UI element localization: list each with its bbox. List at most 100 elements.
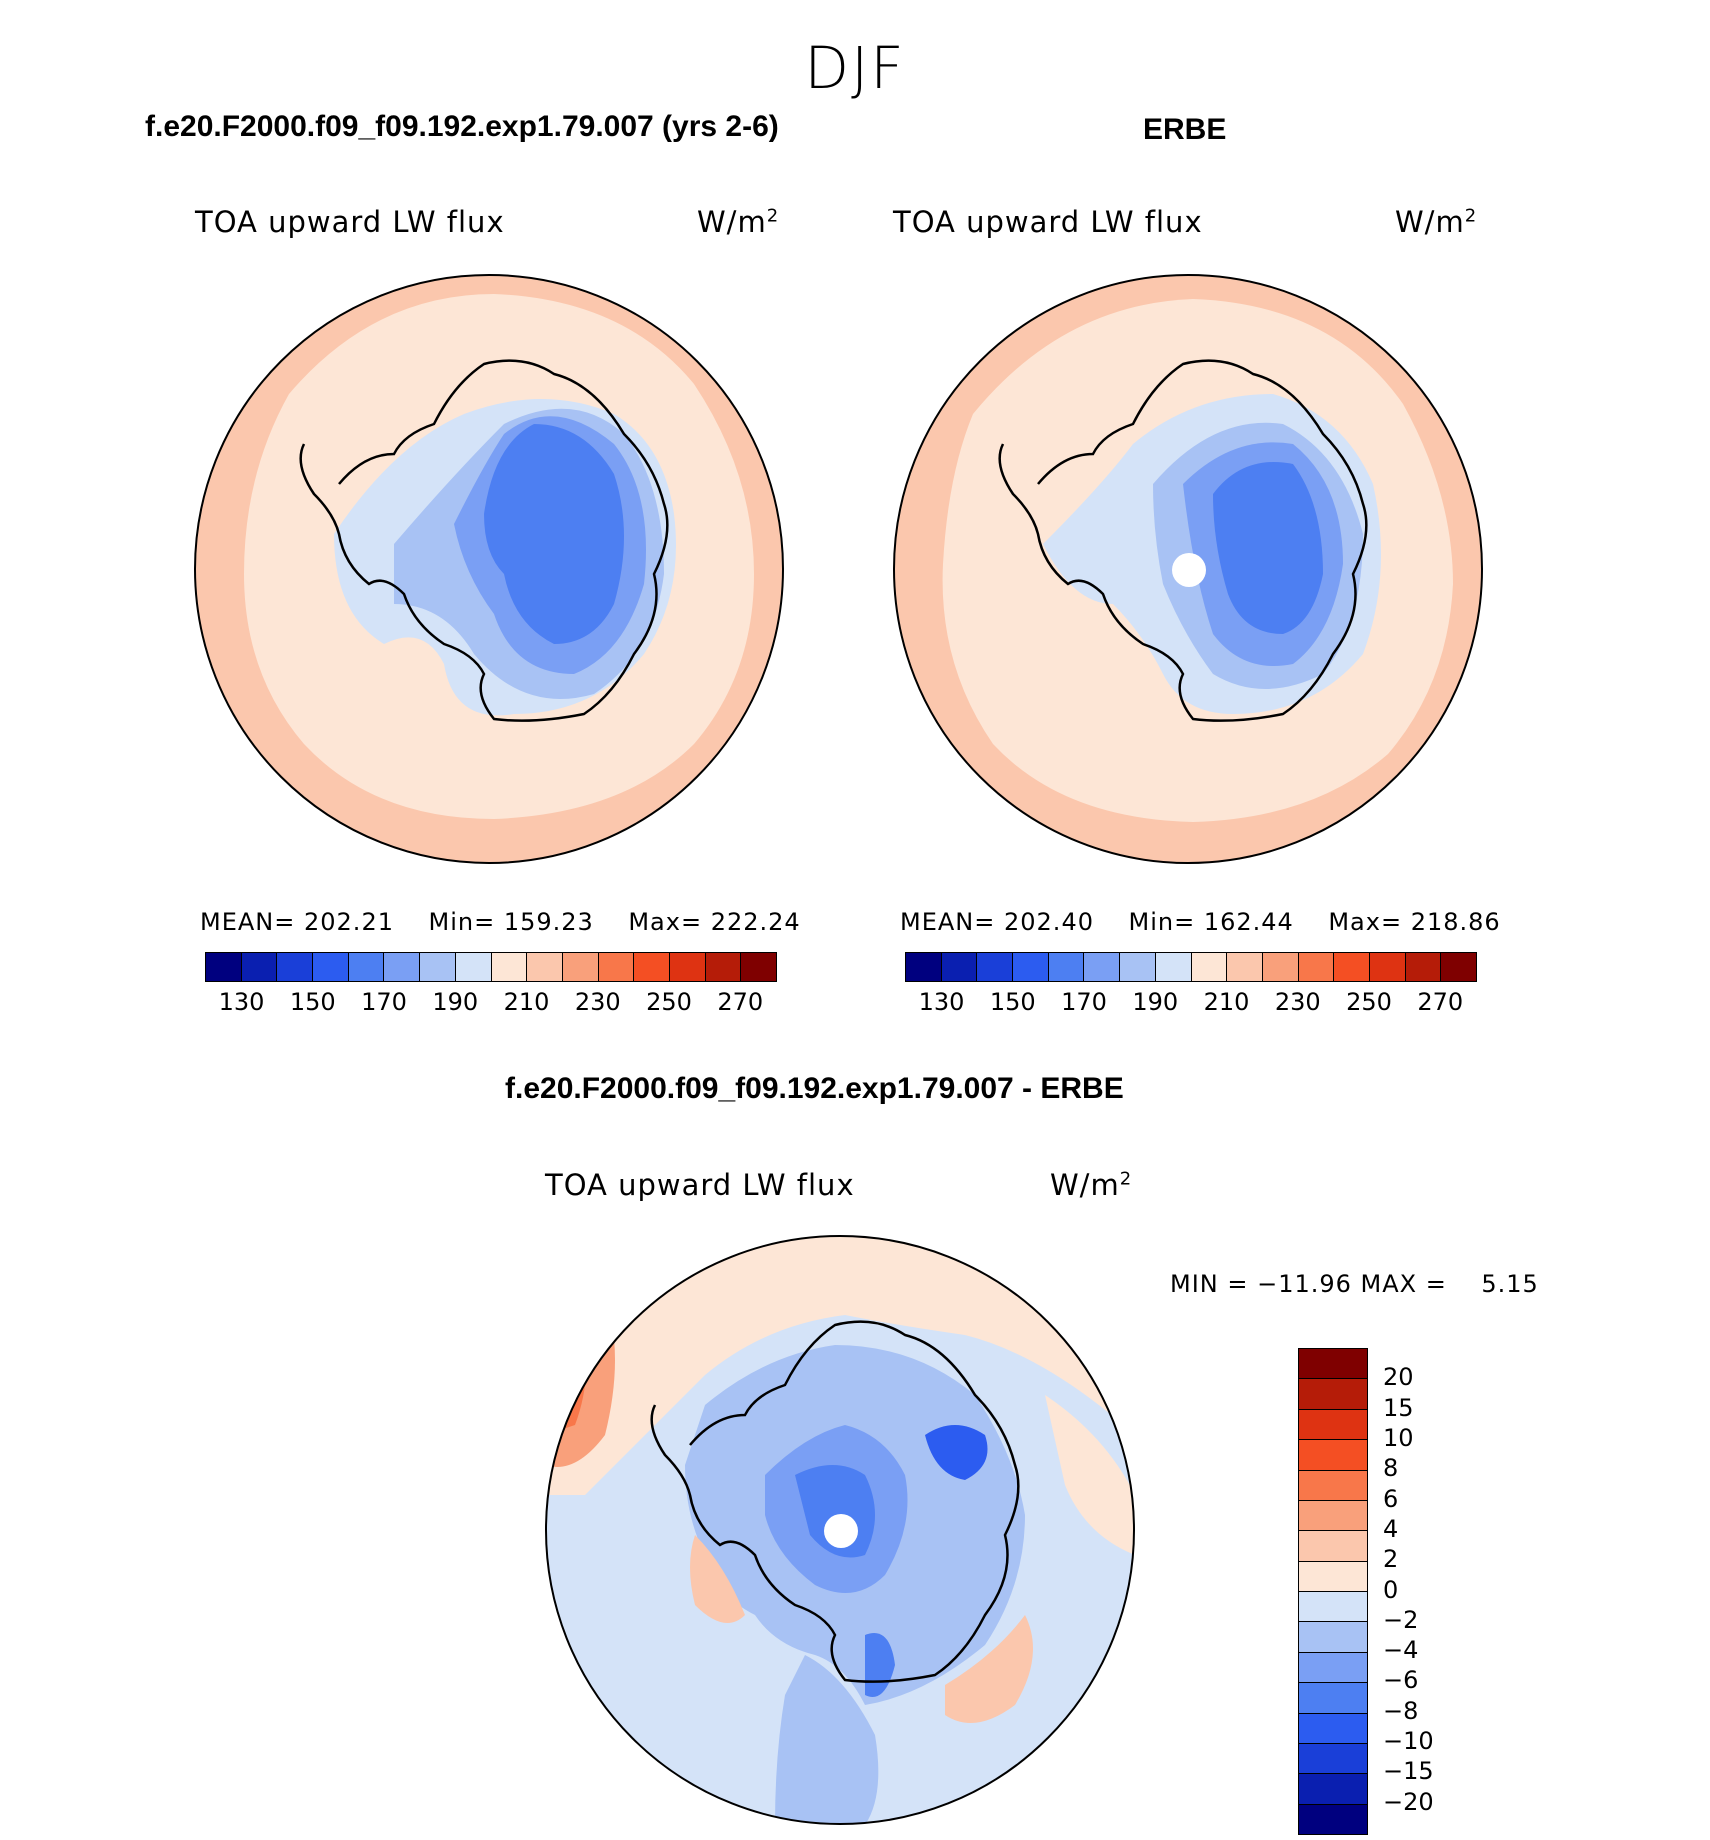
colorbar-swatch (348, 953, 385, 981)
colorbar-tick-label: 2 (1383, 1545, 1399, 1574)
colorbar-swatch (384, 953, 421, 981)
colorbar-tick-label: −8 (1383, 1696, 1419, 1725)
colorbar-tick-label: 0 (1383, 1575, 1399, 1604)
colorbar-swatch (1334, 953, 1370, 981)
figure-title: DJF (804, 34, 906, 102)
colorbar-swatch (1084, 953, 1121, 981)
colorbar-tick-label: 8 (1383, 1454, 1399, 1483)
colorbar-swatch (1299, 1683, 1367, 1714)
panel-1-min: 159.23 (503, 908, 594, 936)
colorbar-tick-label: 130 (918, 988, 965, 1016)
colorbar-swatch (1299, 1470, 1367, 1501)
colorbar-tick-label: −4 (1383, 1636, 1419, 1665)
colorbar-tick-label: −6 (1383, 1666, 1419, 1695)
colorbar-tick-label: 10 (1383, 1423, 1414, 1452)
colorbar-swatch (1155, 953, 1192, 981)
panel-2-max: 218.86 (1410, 908, 1501, 936)
colorbar-swatch (1120, 953, 1156, 981)
colorbar-tick-label: 170 (361, 988, 407, 1016)
colorbar-swatch (1262, 953, 1299, 981)
colorbar-swatch (1298, 953, 1335, 981)
panel-2-title: ERBE (1143, 113, 1227, 146)
colorbar-swatch (1299, 1500, 1367, 1532)
colorbar-tick-label: 15 (1383, 1393, 1414, 1422)
colorbar-swatch (741, 953, 776, 981)
colorbar-tick-label: 270 (717, 988, 764, 1016)
flux-band-160-170 (1213, 462, 1323, 634)
colorbar-tick-label: 4 (1383, 1514, 1399, 1543)
colorbar-swatch (455, 953, 492, 981)
panel-2-mean: 202.40 (1004, 908, 1094, 936)
colorbar-tick-label: 230 (574, 988, 621, 1016)
pole-hole (824, 1514, 858, 1548)
colorbar-tick-label: 230 (1274, 988, 1321, 1016)
colorbar-swatch (1299, 1652, 1367, 1684)
diff-band-2-4-west (690, 1535, 745, 1623)
diff-field-label: TOA upward LW flux (545, 1168, 855, 1202)
panel-2-field-label: TOA upward LW flux (893, 205, 1203, 239)
colorbar-tick-label: 130 (218, 988, 265, 1016)
colorbar-swatch (1299, 1592, 1367, 1623)
colorbar-swatch (1299, 1774, 1367, 1805)
colorbar-tick-label: 190 (432, 988, 479, 1016)
colorbar-swatch (1299, 1531, 1367, 1562)
diff-band-neg2-neg4-tongue (775, 1655, 879, 1824)
diff-units: W/m2 (1050, 1168, 1133, 1202)
colorbar-tick-label: 190 (1132, 988, 1179, 1016)
colorbar-swatch (491, 953, 528, 981)
panel-2-colorbar (905, 952, 1477, 982)
colorbar-tick-label: −10 (1383, 1727, 1434, 1756)
panel-1-field-label: TOA upward LW flux (195, 205, 505, 239)
colorbar-tick-label: 20 (1383, 1363, 1414, 1392)
colorbar-tick-label: −15 (1383, 1757, 1434, 1786)
colorbar-tick-label: 250 (1346, 988, 1392, 1016)
colorbar-swatch (1227, 953, 1263, 981)
diff-minmax: MIN = −11.96 MAX = 5.15 (1170, 1270, 1539, 1298)
diff-band-2-4 (945, 1615, 1033, 1723)
colorbar-swatch (1299, 1743, 1367, 1775)
colorbar-swatch (1048, 953, 1085, 981)
colorbar-tick-label: −2 (1383, 1605, 1419, 1634)
colorbar-tick-label: 270 (1417, 988, 1464, 1016)
panel-1-colorbar (205, 952, 777, 982)
colorbar-swatch (527, 953, 563, 981)
colorbar-swatch (313, 953, 349, 981)
colorbar-swatch (1299, 1409, 1367, 1441)
colorbar-swatch (977, 953, 1014, 981)
diff-band-0-2-east (1045, 1395, 1134, 1555)
panel-1-stats: MEAN= 202.21 Min= 159.23 Max= 222.24 (200, 908, 801, 936)
colorbar-swatch (634, 953, 670, 981)
map-difference (545, 1235, 1135, 1825)
colorbar-swatch (598, 953, 635, 981)
colorbar-swatch (705, 953, 742, 981)
colorbar-swatch (906, 953, 942, 981)
pole-hole (1172, 553, 1206, 587)
colorbar-swatch (1299, 1440, 1367, 1471)
colorbar-tick-label: 170 (1061, 988, 1107, 1016)
colorbar-swatch (1299, 1561, 1367, 1592)
colorbar-swatch (1013, 953, 1049, 981)
panel-1-max: 222.24 (710, 908, 801, 936)
colorbar-swatch (562, 953, 599, 981)
panel-2-units: W/m2 (1395, 205, 1478, 239)
colorbar-swatch (206, 953, 242, 981)
colorbar-tick-label: 150 (989, 988, 1036, 1016)
panel-2-min: 162.44 (1203, 908, 1294, 936)
flux-band-160-170 (484, 424, 624, 644)
colorbar-tick-label: 210 (503, 988, 550, 1016)
diff-title: f.e20.F2000.f09_f09.192.exp1.79.007 - ER… (505, 1072, 1124, 1105)
colorbar-swatch (1405, 953, 1442, 981)
colorbar-swatch (420, 953, 456, 981)
colorbar-swatch (277, 953, 314, 981)
colorbar-tick-label: −20 (1383, 1787, 1434, 1816)
colorbar-swatch (1299, 1349, 1367, 1380)
diff-colorbar (1298, 1348, 1368, 1835)
panel-1-mean: 202.21 (304, 908, 394, 936)
map-panel-1 (194, 274, 784, 864)
colorbar-swatch (241, 953, 278, 981)
panel-1-units: W/m2 (697, 205, 780, 239)
colorbar-swatch (1441, 953, 1476, 981)
diff-band-0-2-north (546, 1236, 1134, 1495)
panel-2-stats: MEAN= 202.40 Min= 162.44 Max= 218.86 (900, 908, 1501, 936)
colorbar-tick-label: 150 (289, 988, 336, 1016)
